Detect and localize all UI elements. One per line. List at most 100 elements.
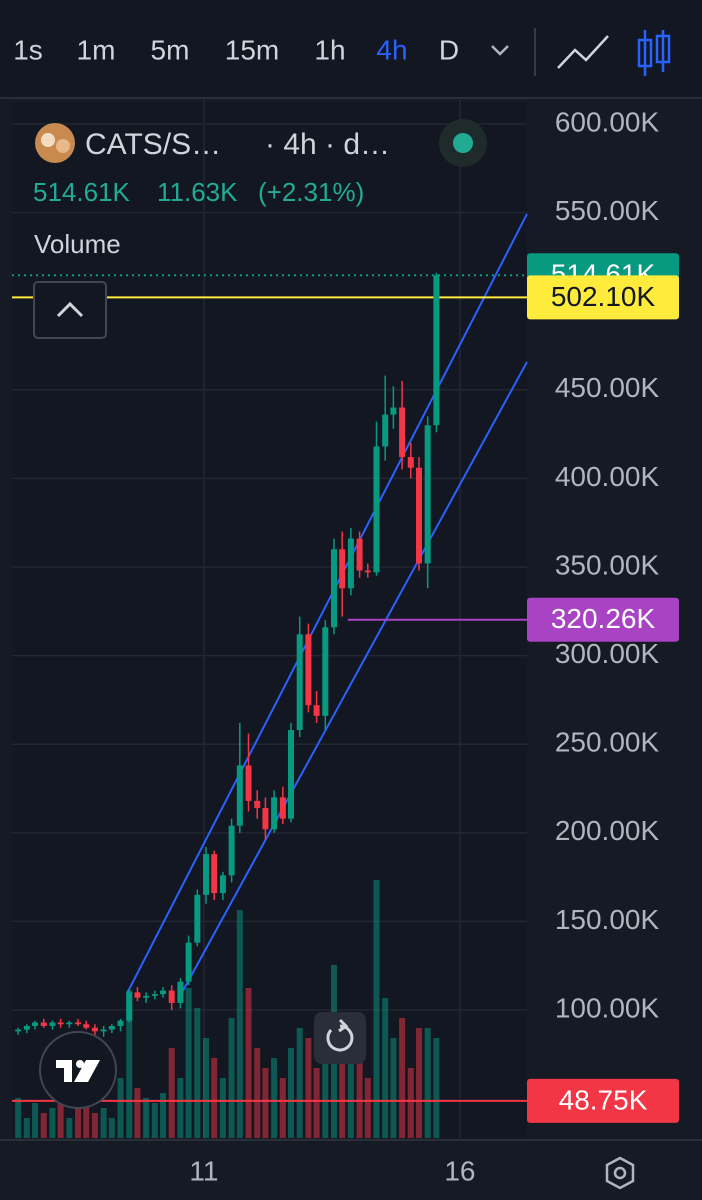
candle-body bbox=[32, 1022, 39, 1026]
volume-bar bbox=[364, 1078, 371, 1138]
tradingview-logo[interactable] bbox=[39, 1031, 117, 1109]
volume-bar bbox=[279, 1078, 286, 1138]
volume-bar bbox=[134, 1088, 141, 1138]
candle-body bbox=[134, 992, 141, 998]
y-tick-label: 150.00K bbox=[555, 904, 660, 935]
volume-bar bbox=[373, 880, 380, 1138]
volume-bar bbox=[424, 1028, 431, 1138]
candle-body bbox=[296, 634, 303, 731]
interval-button[interactable]: 1m bbox=[77, 34, 116, 65]
candle-body bbox=[356, 538, 363, 571]
y-tick-label: 350.00K bbox=[555, 549, 660, 580]
volume-bar bbox=[271, 1058, 278, 1138]
volume-bar bbox=[160, 1093, 167, 1138]
y-tick-label: 550.00K bbox=[555, 195, 660, 226]
candle-chart-button[interactable] bbox=[637, 30, 671, 76]
volume-bar bbox=[185, 988, 192, 1138]
candle-body bbox=[40, 1022, 47, 1026]
volume-bar bbox=[433, 1038, 440, 1138]
candle-body bbox=[271, 797, 278, 830]
symbol-avatar-detail bbox=[41, 133, 55, 147]
candle-body bbox=[254, 800, 261, 809]
legend-change-pct: (+2.31%) bbox=[258, 177, 364, 207]
volume-bar bbox=[108, 1118, 115, 1138]
candle-body bbox=[177, 981, 184, 1003]
candle-body bbox=[117, 1020, 124, 1026]
price-label-box bbox=[527, 275, 679, 320]
interval-button[interactable]: 15m bbox=[225, 34, 279, 65]
candle-body bbox=[262, 808, 269, 830]
collapse-icon bbox=[56, 301, 84, 318]
volume-bar bbox=[57, 1093, 64, 1138]
price-label-box bbox=[527, 597, 679, 642]
status-dot bbox=[453, 133, 473, 153]
volume-bar bbox=[23, 1118, 30, 1138]
interval-dropdown[interactable] bbox=[491, 45, 509, 56]
volume-bar bbox=[382, 998, 389, 1138]
candle-body bbox=[203, 854, 210, 895]
interval-button[interactable]: 4h bbox=[376, 34, 407, 65]
candle-body bbox=[407, 457, 414, 468]
candle-body bbox=[382, 414, 389, 447]
candle-body bbox=[390, 407, 397, 415]
volume-bar bbox=[415, 1028, 422, 1138]
y-tick-label: 400.00K bbox=[555, 461, 660, 492]
legend-change: 11.63K bbox=[157, 177, 238, 207]
volume-bar bbox=[356, 1058, 363, 1138]
candle-body bbox=[160, 990, 167, 995]
volume-bar bbox=[126, 990, 133, 1138]
volume-bar bbox=[254, 1048, 261, 1138]
settings-button[interactable] bbox=[605, 1156, 635, 1190]
line-chart-button[interactable] bbox=[557, 35, 609, 69]
x-axis: 11 16 bbox=[189, 1155, 475, 1186]
candle-body bbox=[211, 854, 218, 894]
candle-body bbox=[364, 570, 371, 573]
volume-bar bbox=[313, 1068, 320, 1138]
candle-body bbox=[415, 467, 422, 564]
candle-body bbox=[331, 549, 338, 628]
y-tick-label: 100.00K bbox=[555, 992, 660, 1023]
volume-bar bbox=[151, 1103, 158, 1138]
x-tick-label: 16 bbox=[444, 1155, 475, 1186]
reset-icon-arrow bbox=[338, 1018, 349, 1033]
candle-body bbox=[194, 894, 201, 943]
candle-body bbox=[347, 538, 354, 589]
candle-body bbox=[126, 992, 133, 1021]
reset-chart-button[interactable] bbox=[314, 1012, 366, 1064]
interval-button[interactable]: D bbox=[439, 34, 459, 65]
candle-body bbox=[279, 797, 286, 819]
trend-line bbox=[126, 213, 528, 994]
candle-body bbox=[185, 942, 192, 982]
candle-body bbox=[75, 1022, 82, 1025]
collapse-legend-button[interactable] bbox=[33, 281, 107, 339]
volume-bar bbox=[219, 1078, 226, 1138]
candle-body bbox=[168, 990, 175, 1003]
candle-body bbox=[151, 994, 158, 996]
interval-button[interactable]: 5m bbox=[151, 34, 190, 65]
legend-symbol[interactable]: CATS/S… bbox=[85, 128, 221, 161]
candle-layer bbox=[15, 272, 440, 1037]
candle-body bbox=[15, 1029, 22, 1032]
interval-button[interactable]: 1s bbox=[13, 34, 43, 65]
volume-bar bbox=[322, 1028, 329, 1138]
y-tick-label: 200.00K bbox=[555, 815, 660, 846]
y-tick-label: 250.00K bbox=[555, 727, 660, 758]
volume-bar bbox=[228, 1018, 235, 1138]
candle-body bbox=[305, 634, 312, 706]
candle-body bbox=[433, 275, 440, 426]
volume-bar bbox=[211, 1058, 218, 1138]
volume-bar bbox=[296, 1028, 303, 1138]
candle-body bbox=[108, 1025, 115, 1030]
candle-body bbox=[313, 705, 320, 716]
price-label: 48.75K bbox=[559, 1084, 648, 1115]
candle-body bbox=[228, 825, 235, 876]
volume-bar bbox=[75, 1103, 82, 1138]
volume-bar bbox=[83, 1098, 90, 1138]
price-label-box bbox=[527, 1078, 679, 1123]
candle-body bbox=[143, 995, 150, 998]
tradingview-logo-dot bbox=[76, 1060, 84, 1068]
x-tick-label: 11 bbox=[189, 1155, 218, 1186]
interval-button[interactable]: 1h bbox=[314, 34, 345, 65]
volume-bar bbox=[262, 1068, 269, 1138]
volume-bar bbox=[177, 1078, 184, 1138]
